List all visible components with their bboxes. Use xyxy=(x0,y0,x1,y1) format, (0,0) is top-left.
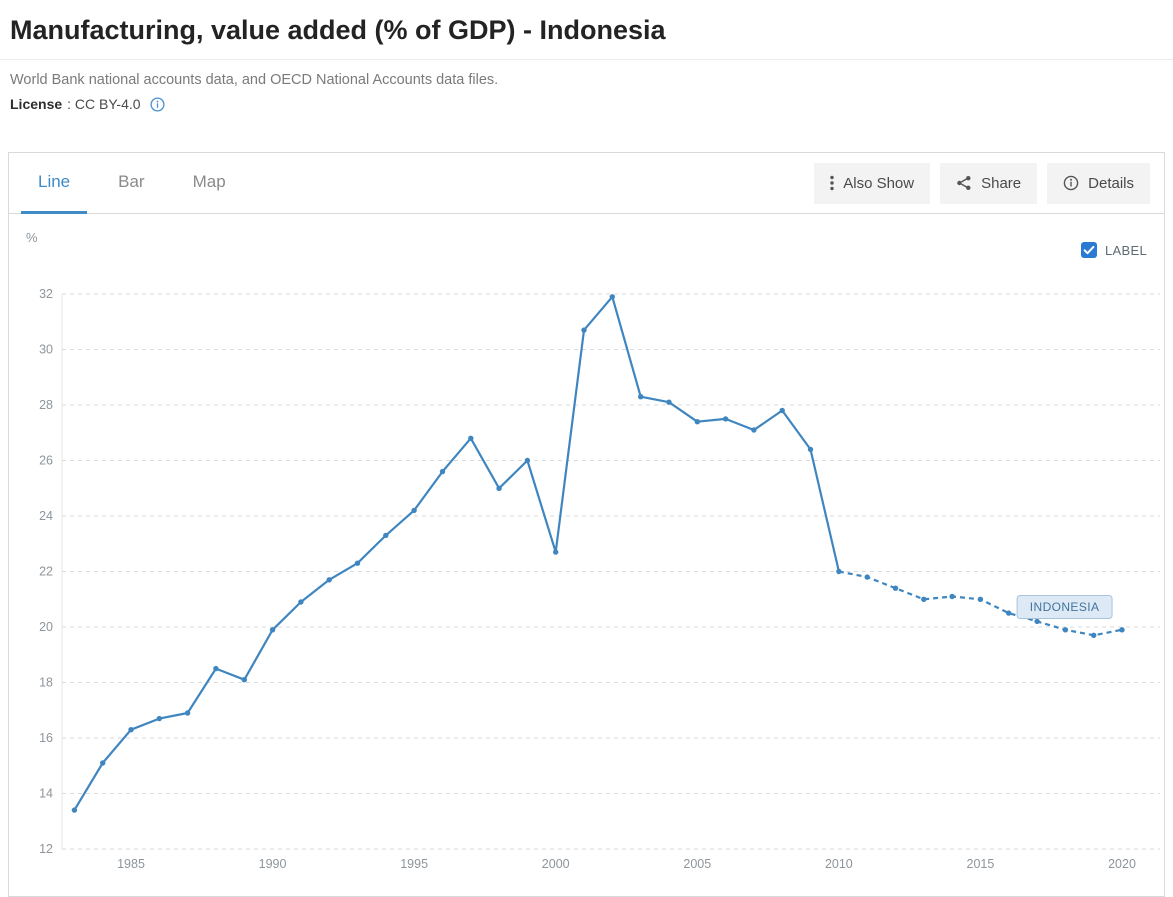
svg-text:22: 22 xyxy=(39,565,53,579)
license-row: License : CC BY-4.0 xyxy=(10,96,1173,112)
tab-map[interactable]: Map xyxy=(192,172,226,191)
share-label: Share xyxy=(981,174,1022,192)
svg-text:2005: 2005 xyxy=(683,857,711,871)
svg-text:28: 28 xyxy=(39,398,53,412)
info-icon[interactable] xyxy=(150,96,165,112)
svg-text:INDONESIA: INDONESIA xyxy=(1030,600,1100,614)
also-show-button[interactable]: Also Show xyxy=(814,162,931,204)
series-points[interactable] xyxy=(71,294,1125,813)
svg-text:32: 32 xyxy=(39,287,53,301)
svg-text:18: 18 xyxy=(39,676,53,690)
label-toggle-text: LABEL xyxy=(1105,242,1147,258)
label-toggle[interactable]: LABEL xyxy=(1081,242,1147,258)
svg-text:2020: 2020 xyxy=(1108,857,1136,871)
svg-text:24: 24 xyxy=(39,509,53,523)
svg-text:2015: 2015 xyxy=(967,857,995,871)
source-note: World Bank national accounts data, and O… xyxy=(10,72,499,88)
svg-text:1985: 1985 xyxy=(117,857,145,871)
header: Manufacturing, value added (% of GDP) - … xyxy=(0,0,1173,112)
license-label: License xyxy=(10,96,63,112)
svg-text:2010: 2010 xyxy=(825,857,853,871)
share-icon xyxy=(956,175,972,191)
svg-text:30: 30 xyxy=(39,343,53,357)
y-axis-labels: 12 14 16 18 20 22 24 26 28 30 32 xyxy=(39,287,53,856)
share-button[interactable]: Share xyxy=(940,162,1038,204)
details-button[interactable]: Details xyxy=(1047,162,1150,204)
panel-header: Line Bar Map Also Show xyxy=(9,153,1164,214)
info-icon xyxy=(1063,175,1079,191)
svg-text:20: 20 xyxy=(39,620,53,634)
y-axis-unit: % xyxy=(26,230,38,245)
chart-type-tabs: Line Bar Map xyxy=(21,153,243,214)
line-chart[interactable]: 12 14 16 18 20 22 24 26 28 30 32 1985 1990 1995 2000 20… xyxy=(9,214,1164,896)
license-value: : CC BY-4.0 xyxy=(67,96,141,112)
svg-text:16: 16 xyxy=(39,731,53,745)
dots-vertical-icon xyxy=(830,175,834,191)
tab-line[interactable]: Line xyxy=(21,153,88,214)
svg-text:1990: 1990 xyxy=(259,857,287,871)
svg-text:14: 14 xyxy=(39,787,53,801)
page-title: Manufacturing, value added (% of GDP) - … xyxy=(0,0,1173,60)
chart-area[interactable]: % LABEL 12 14 16 18 20 22 24 26 28 30 32 1985 1990 19… xyxy=(9,214,1164,896)
svg-text:26: 26 xyxy=(39,454,53,468)
series-indonesia-line[interactable] xyxy=(73,295,1123,811)
series-label-indonesia[interactable]: INDONESIA xyxy=(1016,595,1113,620)
svg-text:1995: 1995 xyxy=(400,857,428,871)
chart-panel: Line Bar Map Also Show xyxy=(8,152,1165,897)
gridlines xyxy=(61,293,1160,850)
also-show-label: Also Show xyxy=(843,174,915,192)
svg-text:2000: 2000 xyxy=(542,857,570,871)
tab-bar[interactable]: Bar xyxy=(118,172,145,191)
x-axis-labels: 1985 1990 1995 2000 2005 2010 2015 2020 xyxy=(117,857,1136,871)
checkbox-checked-icon[interactable] xyxy=(1081,242,1098,258)
details-label: Details xyxy=(1088,174,1134,192)
chart-actions: Also Show Share xyxy=(814,153,1150,213)
svg-text:12: 12 xyxy=(39,842,53,856)
